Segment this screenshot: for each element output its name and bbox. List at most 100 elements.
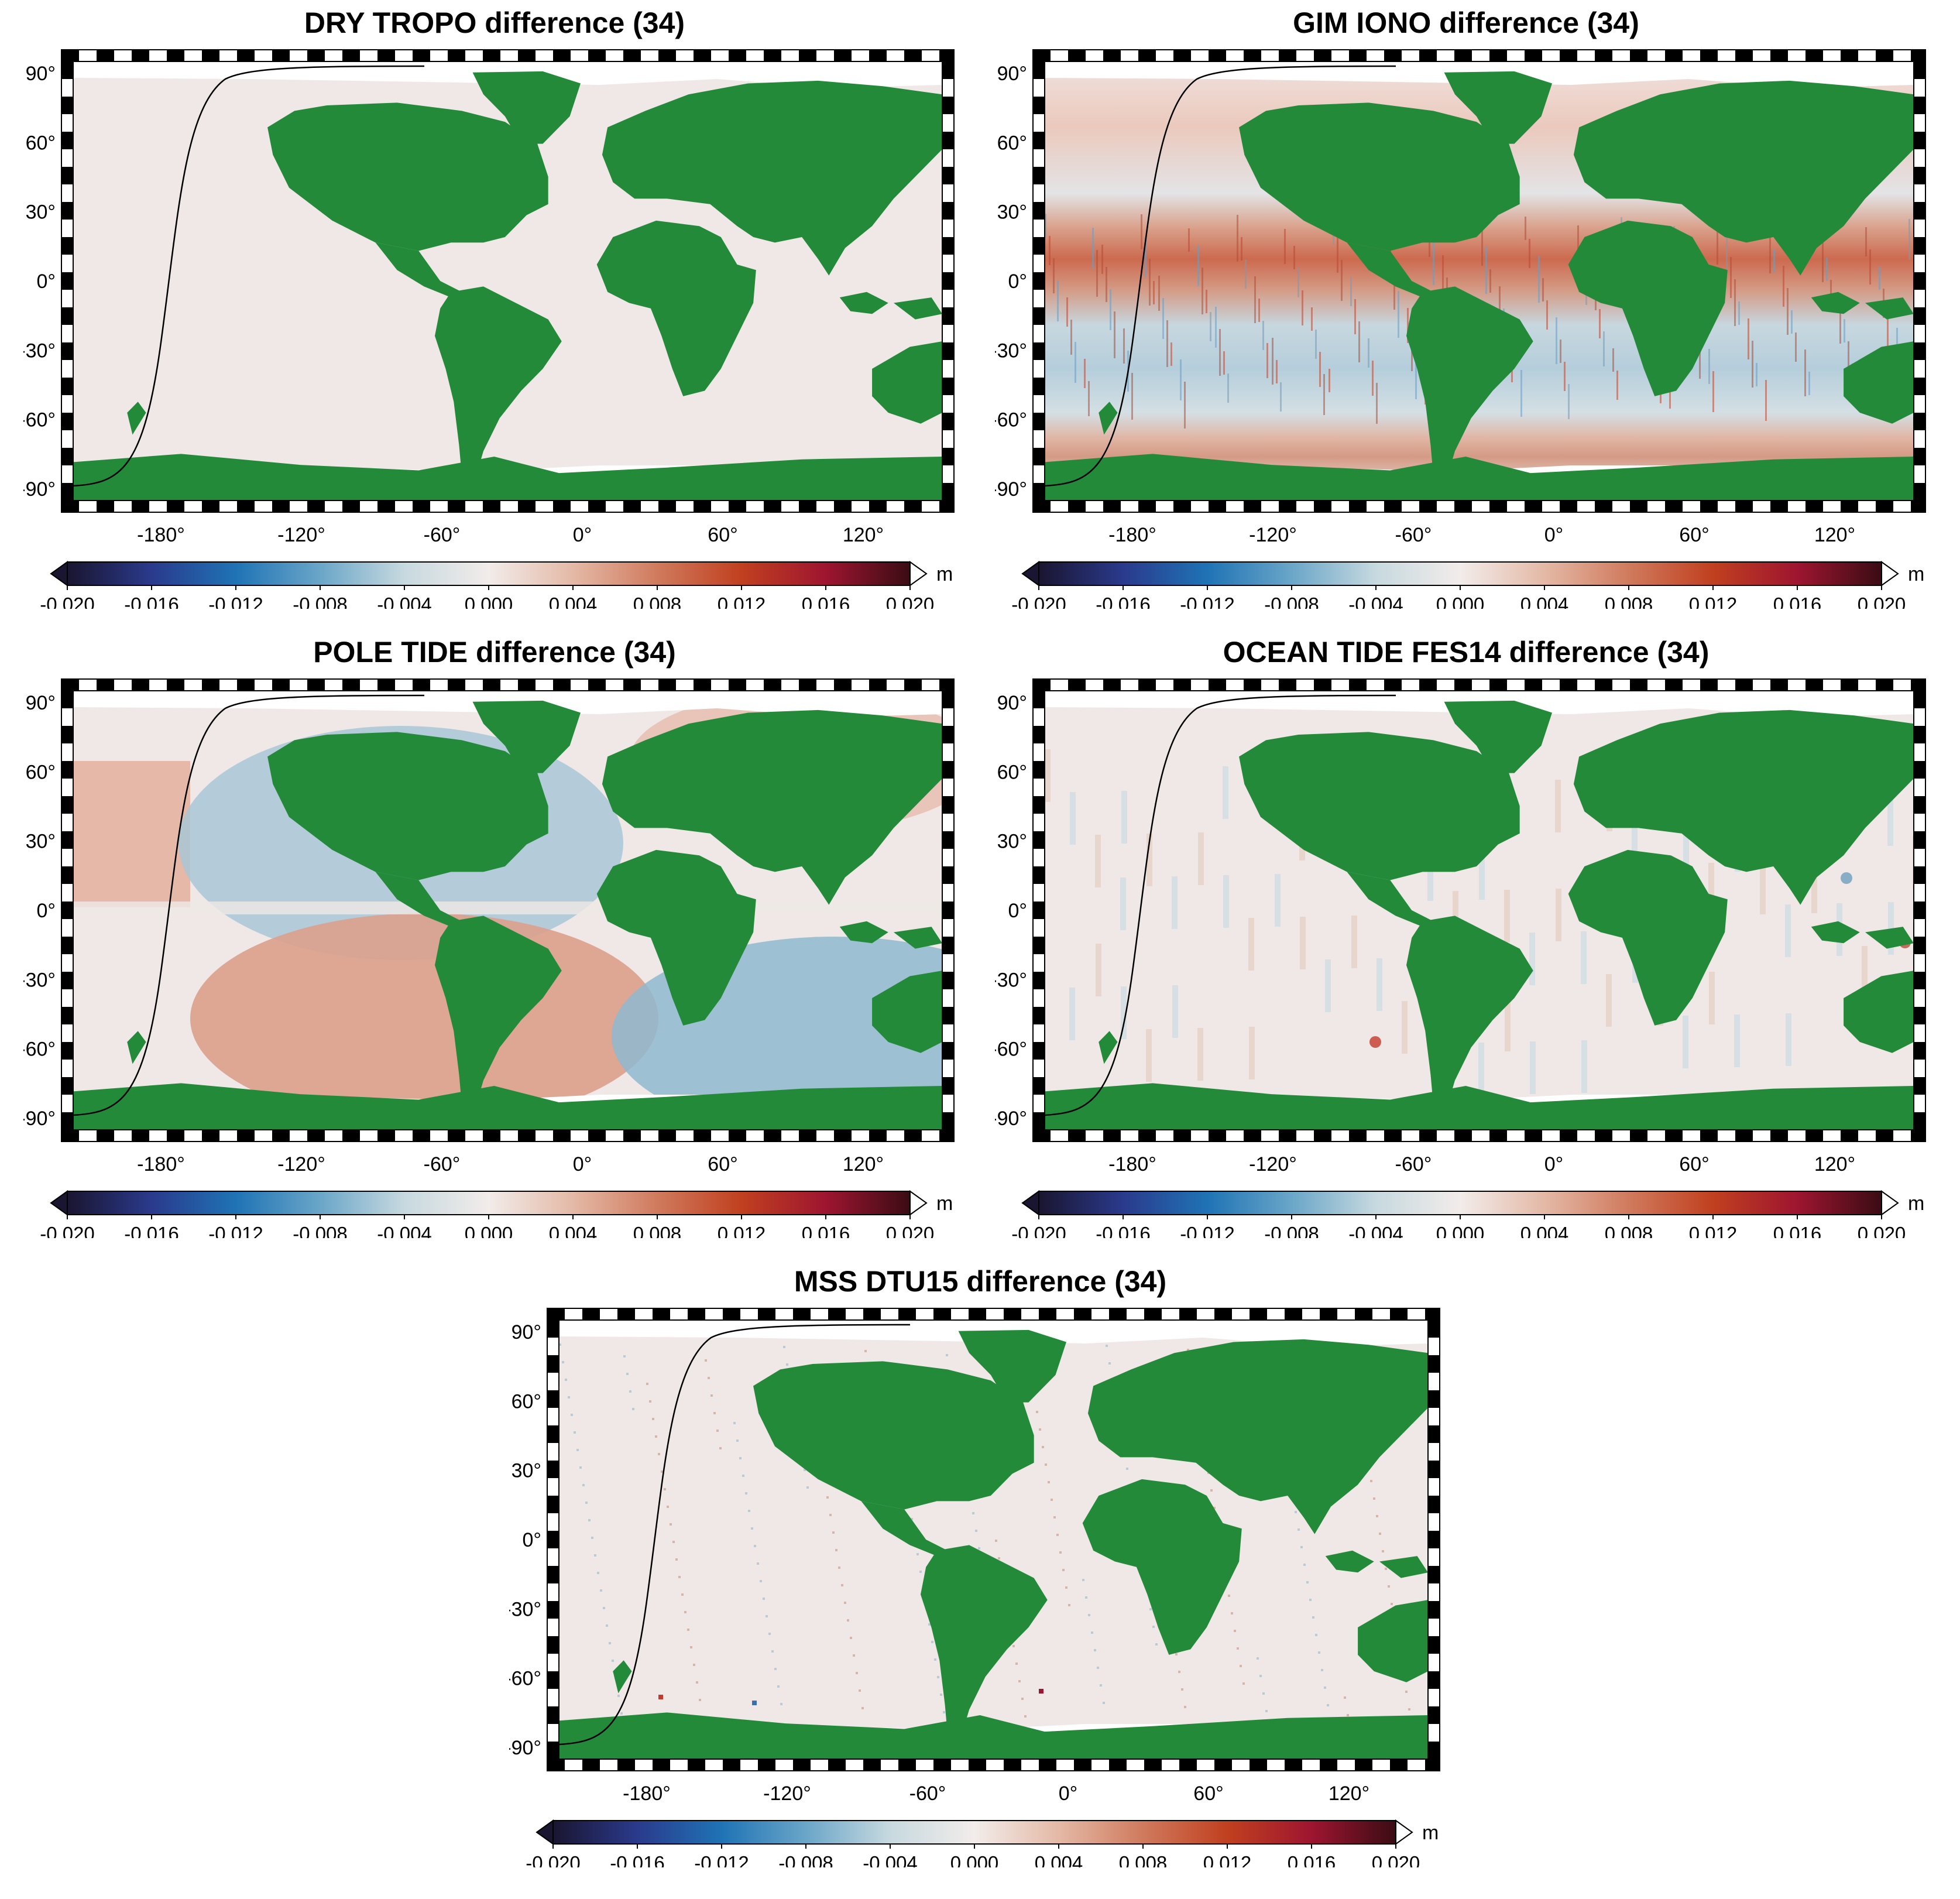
lon-tick-label: 120°: [843, 1153, 884, 1175]
panel-title: DRY TROPO difference (34): [304, 6, 685, 39]
lon-tick-label: -60°: [1395, 1153, 1432, 1175]
lon-tick-label: -120°: [277, 1153, 325, 1175]
lat-tick-label: 30°: [26, 831, 56, 853]
colorbar-tick-label: -0.016: [1096, 1223, 1151, 1238]
map-area: [73, 61, 942, 501]
colorbar: m -0.020 -0.016 -0.012 -0.008 -0.004 0.000 0.00…: [1011, 1190, 1924, 1245]
lon-tick-label: -120°: [277, 524, 325, 546]
colorbar-tick-label: -0.004: [1348, 1223, 1403, 1238]
colorbar: m -0.020 -0.016 -0.012 -0.008 -0.004 0.000 0.00…: [526, 1819, 1439, 1874]
lon-tick-label: 0°: [573, 1153, 592, 1175]
lat-tick-label: 60°: [512, 1390, 541, 1413]
colorbar-tick-label: 0.000: [465, 594, 513, 609]
colorbar-tick-label: -0.020: [526, 1852, 581, 1867]
colorbar-tick-label: -0.020: [40, 1223, 95, 1238]
ground-track: [559, 1324, 911, 1746]
colorbar-high-arrow: [1395, 1819, 1413, 1845]
colorbar-tick-label: 0.012: [1203, 1852, 1252, 1867]
colorbar-high-arrow: [1881, 1190, 1899, 1216]
lon-tick-label: -180°: [1108, 524, 1156, 546]
lon-tick-label: 60°: [1679, 524, 1709, 546]
lat-tick-label: 90°: [26, 692, 56, 714]
lon-tick-label: -60°: [909, 1783, 946, 1805]
colorbar-tick-label: -0.008: [1264, 1223, 1319, 1238]
colorbar-ramp: [67, 561, 911, 586]
map-frame: [1032, 49, 1926, 513]
colorbar-tick-label: -0.020: [1011, 1223, 1066, 1238]
colorbar-tick-label: 0.008: [1119, 1852, 1168, 1867]
map-panel-dry-tropo: DRY TROPO difference (34) 90° 60° 30° 0° -30…: [19, 0, 966, 615]
lon-tick-label: -180°: [1108, 1153, 1156, 1175]
colorbar-tick-label: 0.000: [1436, 594, 1485, 609]
colorbar-tick-label: 0.008: [1605, 594, 1653, 609]
pole-anomaly: [73, 761, 190, 907]
lat-tick-label: -90°: [995, 1108, 1027, 1130]
ground-track: [1045, 65, 1396, 487]
colorbar-tick-label: 0.016: [1288, 1852, 1336, 1867]
colorbar-tick-label: 0.000: [1436, 1223, 1485, 1238]
lon-tick-label: 120°: [1814, 524, 1855, 546]
panel-title: POLE TIDE difference (34): [313, 636, 676, 669]
lon-tick-label: -120°: [1249, 1153, 1297, 1175]
lat-tick-label: 90°: [512, 1321, 541, 1343]
lon-tick-label: -180°: [623, 1783, 671, 1805]
colorbar-low-arrow: [50, 1190, 68, 1216]
lat-tick-label: -30°: [995, 969, 1027, 991]
colorbar-tick-label: 0.000: [950, 1852, 999, 1867]
map-frame: [61, 678, 955, 1142]
lon-tick-label: 60°: [708, 1153, 737, 1175]
colorbar-tick-label: 0.020: [886, 594, 935, 609]
colorbar-tick-label: 0.020: [1372, 1852, 1420, 1867]
lat-tick-label: 60°: [26, 761, 56, 783]
lat-tick-label: 30°: [997, 831, 1027, 853]
colorbar-tick-label: -0.004: [863, 1852, 918, 1867]
lon-tick-label: 0°: [573, 524, 592, 546]
colorbar-tick-label: -0.020: [40, 594, 95, 609]
lon-tick-label: 60°: [1193, 1783, 1223, 1805]
map-figure: 90° 60° 30° 0° -30° -60° -90° -180° -120° -60° 0° 6…: [504, 1308, 1440, 1874]
lat-tick-label: -60°: [995, 409, 1027, 431]
colorbar-low-arrow: [50, 561, 68, 587]
colorbar-tick-label: 0.004: [549, 594, 598, 609]
colorbar-high-arrow: [909, 561, 928, 587]
colorbar-tick-label: 0.004: [549, 1223, 598, 1238]
colorbar-tick-label: -0.012: [208, 1223, 263, 1238]
map-figure: 90° 60° 30° 0° -30° -60° -90° -180° -120° -60° 0° 6…: [990, 678, 1926, 1245]
colorbar-tick-label: 0.016: [802, 1223, 850, 1238]
map-area: [1045, 691, 1914, 1130]
colorbar-tick-label: 0.020: [1858, 594, 1906, 609]
colorbar-tick-label: 0.012: [718, 594, 766, 609]
colorbar-ramp: [1038, 561, 1882, 586]
colorbar-tick-label: -0.008: [1264, 594, 1319, 609]
lon-tick-label: -180°: [137, 1153, 185, 1175]
colorbar-unit: m: [1908, 563, 1924, 585]
map-area: [559, 1320, 1428, 1759]
colorbar-tick-label: 0.016: [802, 594, 850, 609]
colorbar-tick-label: 0.004: [1520, 594, 1569, 609]
colorbar-low-arrow: [1021, 561, 1039, 587]
ground-track: [73, 694, 425, 1116]
lat-tick-label: -90°: [509, 1737, 541, 1759]
colorbar-tick-label: -0.016: [610, 1852, 665, 1867]
lat-tick-label: 60°: [997, 132, 1027, 154]
colorbar-tick-label: -0.004: [1348, 594, 1403, 609]
colorbar-tick-label: -0.016: [124, 1223, 179, 1238]
lat-tick-label: -30°: [995, 340, 1027, 362]
colorbar-tick-label: 0.008: [633, 594, 682, 609]
map-figure: 90° 60° 30° 0° -30° -60° -90° -180° -120° -60° 0° 6…: [990, 49, 1926, 615]
colorbar-low-arrow: [536, 1819, 554, 1845]
lon-tick-label: 60°: [1679, 1153, 1709, 1175]
ground-track: [73, 65, 425, 487]
colorbar-tick-label: -0.008: [293, 594, 348, 609]
map-panel-ocean-tide: OCEAN TIDE FES14 difference (34) 90° 60° 3…: [990, 629, 1937, 1245]
lat-tick-label: 90°: [997, 63, 1027, 85]
lat-tick-label: 0°: [36, 900, 56, 922]
colorbar-tick-label: 0.016: [1773, 1223, 1822, 1238]
lat-tick-label: 0°: [1008, 900, 1027, 922]
lon-tick-label: 120°: [1329, 1783, 1369, 1805]
lon-tick-label: -60°: [1395, 524, 1432, 546]
colorbar-tick-label: 0.020: [886, 1223, 935, 1238]
colorbar-high-arrow: [1881, 561, 1899, 587]
map-figure: 90° 60° 30° 0° -30° -60° -90° -180° -120° -60° 0° 6…: [19, 678, 955, 1245]
colorbar-unit: m: [936, 1192, 953, 1215]
